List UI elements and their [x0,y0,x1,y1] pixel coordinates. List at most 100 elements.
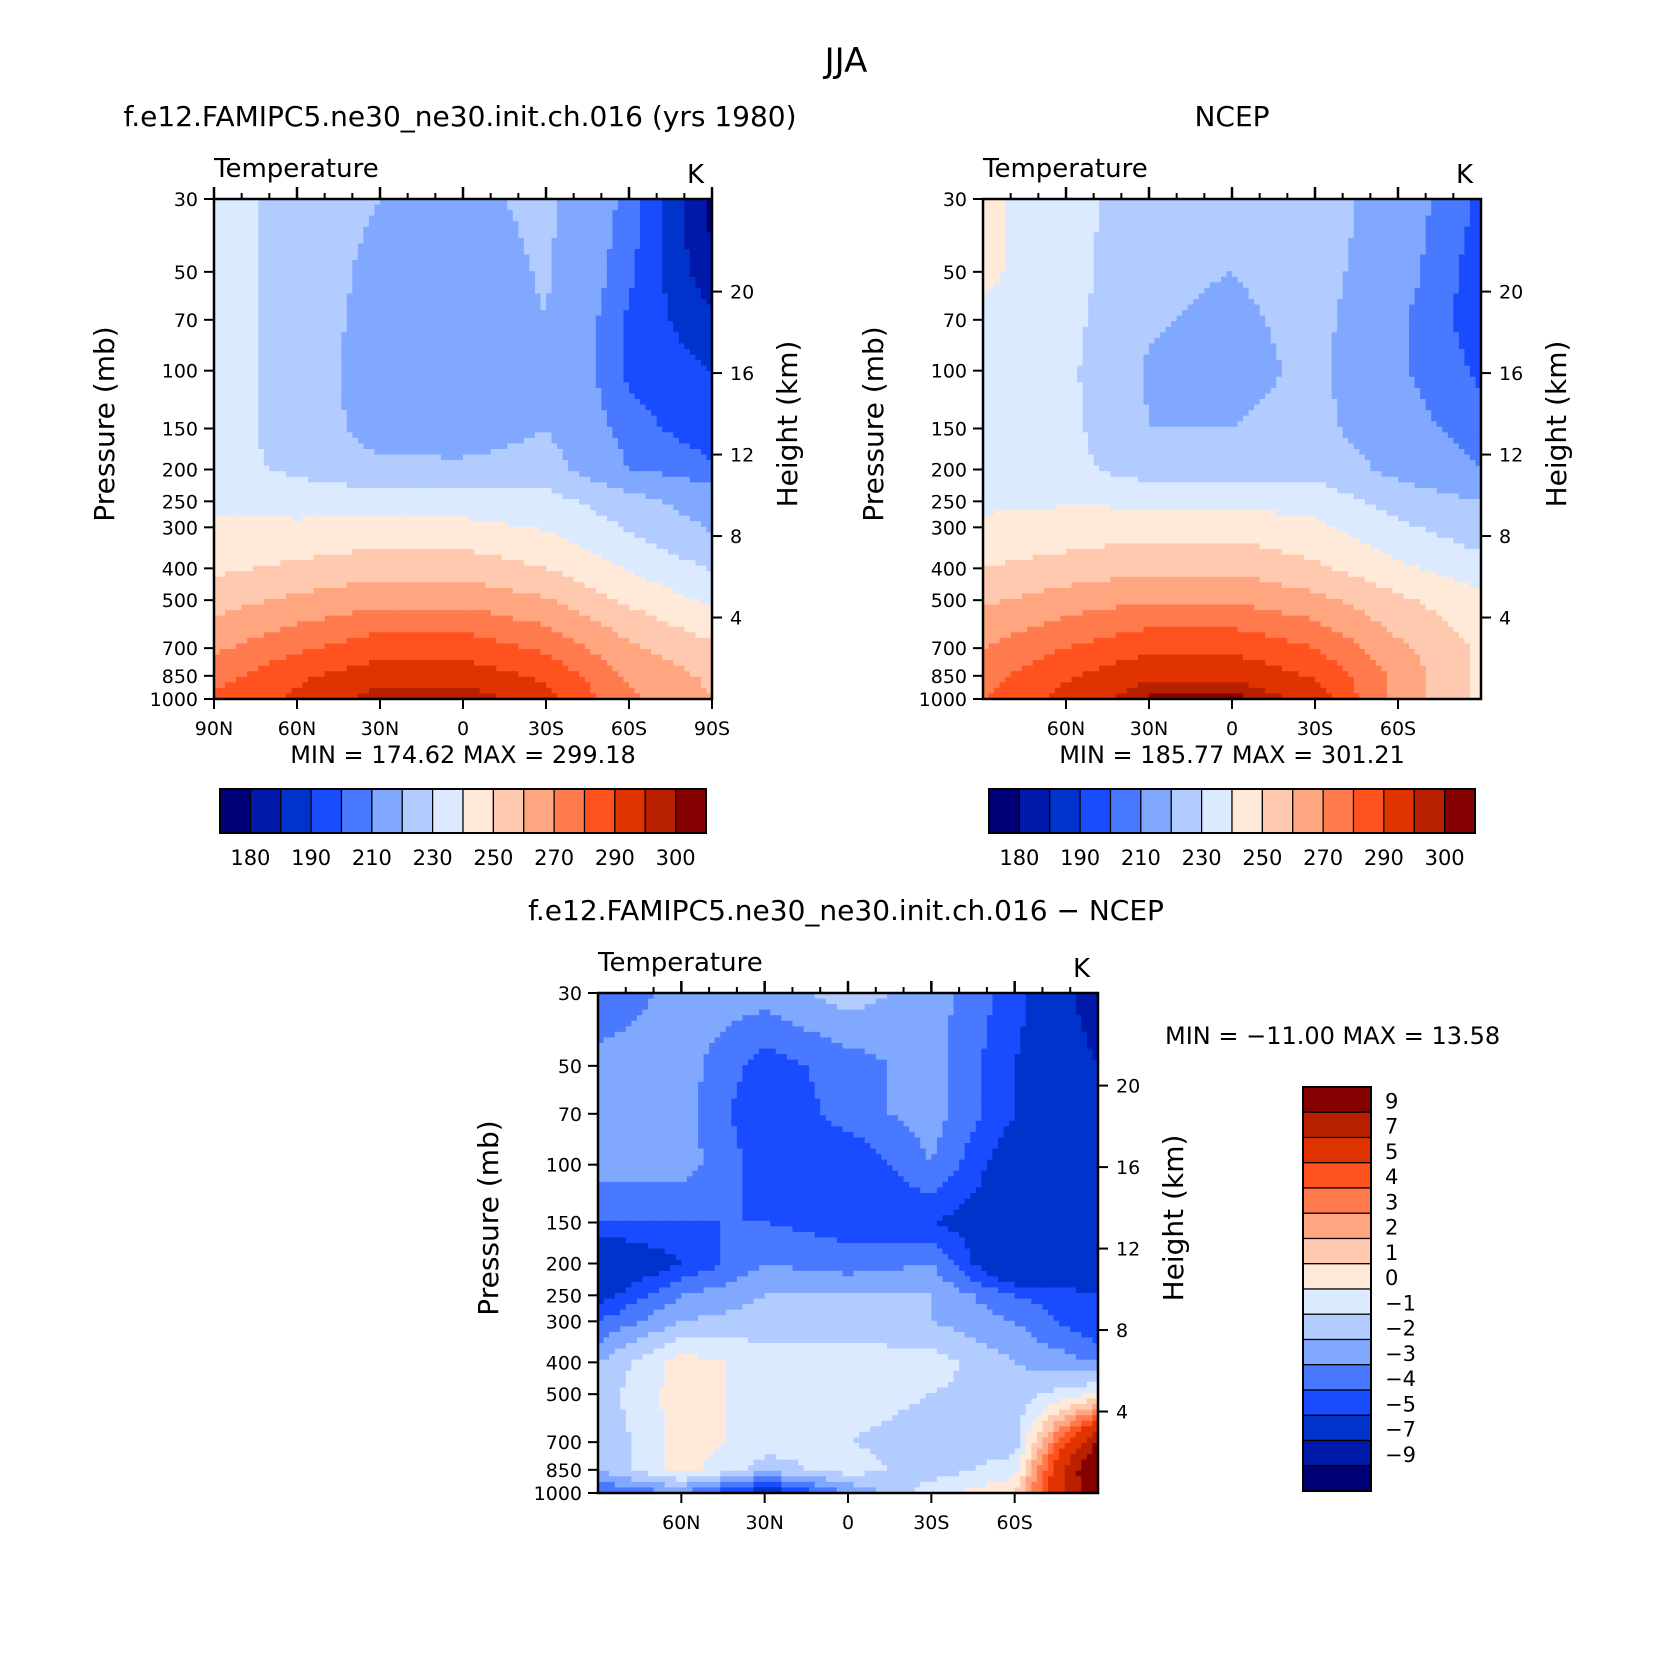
field-cell [441,210,447,216]
field-cell [397,249,403,255]
field-cell [651,316,657,322]
field-cell [607,260,613,266]
field-cell [258,249,264,255]
field-cell [684,316,690,322]
field-cell [668,277,674,283]
field-cell [507,316,513,322]
field-cell [679,316,685,322]
field-cell [397,271,403,277]
field-cell [264,232,270,238]
field-cell [308,232,314,238]
field-cell [441,255,447,261]
field-cell [612,243,618,249]
field-cell [524,255,530,261]
field-cell [424,266,430,272]
field-cell [651,232,657,238]
field-cell [297,282,303,288]
field-cell [391,221,397,227]
field-cell [657,310,663,316]
field-cell [540,282,546,288]
field-cell [552,255,558,261]
field-cell [590,316,596,322]
field-cell [297,277,303,283]
field-cell [491,249,497,255]
field-cell [496,249,502,255]
field-cell [623,293,629,299]
field-cell [657,266,663,272]
field-cell [446,305,452,311]
field-cell [247,238,253,244]
field-cell [347,277,353,283]
field-cell [585,299,591,305]
field-cell [236,255,242,261]
field-cell [236,243,242,249]
field-cell [579,293,585,299]
field-cell [330,243,336,249]
field-cell [579,216,585,222]
field-cell [535,221,541,227]
field-cell [507,282,513,288]
field-cell [563,288,569,294]
field-cell [336,293,342,299]
field-cell [236,216,242,222]
field-cell [480,271,486,277]
field-cell [291,210,297,216]
field-cell [380,249,386,255]
field-cell [502,316,508,322]
field-cell [485,255,491,261]
field-cell [552,321,558,327]
field-cell [491,221,497,227]
field-cell [325,232,331,238]
field-cell [347,321,353,327]
field-cell [491,255,497,261]
field-cell [314,316,320,322]
field-cell [662,232,668,238]
field-cell [485,266,491,272]
field-cell [679,266,685,272]
field-cell [502,243,508,249]
field-cell [303,277,309,283]
field-cell [242,255,248,261]
field-cell [297,327,303,333]
field-cell [247,232,253,238]
field-cell [662,243,668,249]
field-cell [657,249,663,255]
field-cell [269,216,275,222]
field-cell [446,310,452,316]
field-cell [280,232,286,238]
field-cell [579,232,585,238]
field-cell [330,321,336,327]
field-cell [496,288,502,294]
field-cell [485,249,491,255]
field-cell [275,293,281,299]
field-cell [684,232,690,238]
field-cell [701,260,707,266]
field-cell [601,316,607,322]
field-cell [629,288,635,294]
field-cell [419,299,425,305]
field-cell [579,299,585,305]
field-cell [529,205,535,211]
field-cell [552,227,558,233]
field-cell [563,282,569,288]
field-cell [446,210,452,216]
field-cell [513,243,519,249]
field-cell [374,232,380,238]
field-cell [673,277,679,283]
field-cell [480,299,486,305]
field-cell [646,321,652,327]
field-cell [280,221,286,227]
field-cell [280,305,286,311]
field-cell [607,321,613,327]
field-cell [452,321,458,327]
field-cell [369,293,375,299]
field-cell [308,316,314,322]
field-cell [402,221,408,227]
field-cell [480,221,486,227]
field-cell [286,310,292,316]
field-cell [546,316,552,322]
field-cell [369,277,375,283]
field-cell [596,232,602,238]
field-cell [623,260,629,266]
field-cell [386,266,392,272]
